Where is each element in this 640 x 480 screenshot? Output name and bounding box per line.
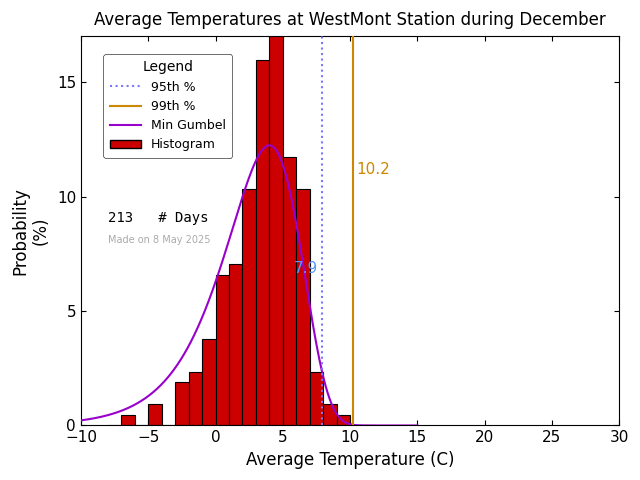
Bar — [283, 156, 296, 425]
Bar — [122, 415, 135, 425]
Bar — [337, 415, 350, 425]
X-axis label: Average Temperature (C): Average Temperature (C) — [246, 451, 454, 469]
Bar — [202, 339, 216, 425]
Text: 10.2: 10.2 — [357, 162, 390, 177]
Legend: 95th %, 99th %, Min Gumbel, Histogram: 95th %, 99th %, Min Gumbel, Histogram — [104, 54, 232, 157]
Bar — [243, 189, 256, 425]
Bar — [256, 60, 269, 425]
Y-axis label: Probability
(%): Probability (%) — [11, 187, 50, 275]
Bar — [216, 275, 229, 425]
Bar — [175, 383, 189, 425]
Bar — [148, 404, 162, 425]
Bar — [229, 264, 243, 425]
Bar — [296, 189, 310, 425]
Text: 7.9: 7.9 — [294, 261, 318, 276]
Text: 213   # Days: 213 # Days — [108, 211, 209, 226]
Text: Made on 8 May 2025: Made on 8 May 2025 — [108, 235, 211, 245]
Bar — [323, 404, 337, 425]
Bar — [189, 372, 202, 425]
Bar — [310, 372, 323, 425]
Bar — [269, 28, 283, 425]
Title: Average Temperatures at WestMont Station during December: Average Temperatures at WestMont Station… — [94, 11, 606, 29]
